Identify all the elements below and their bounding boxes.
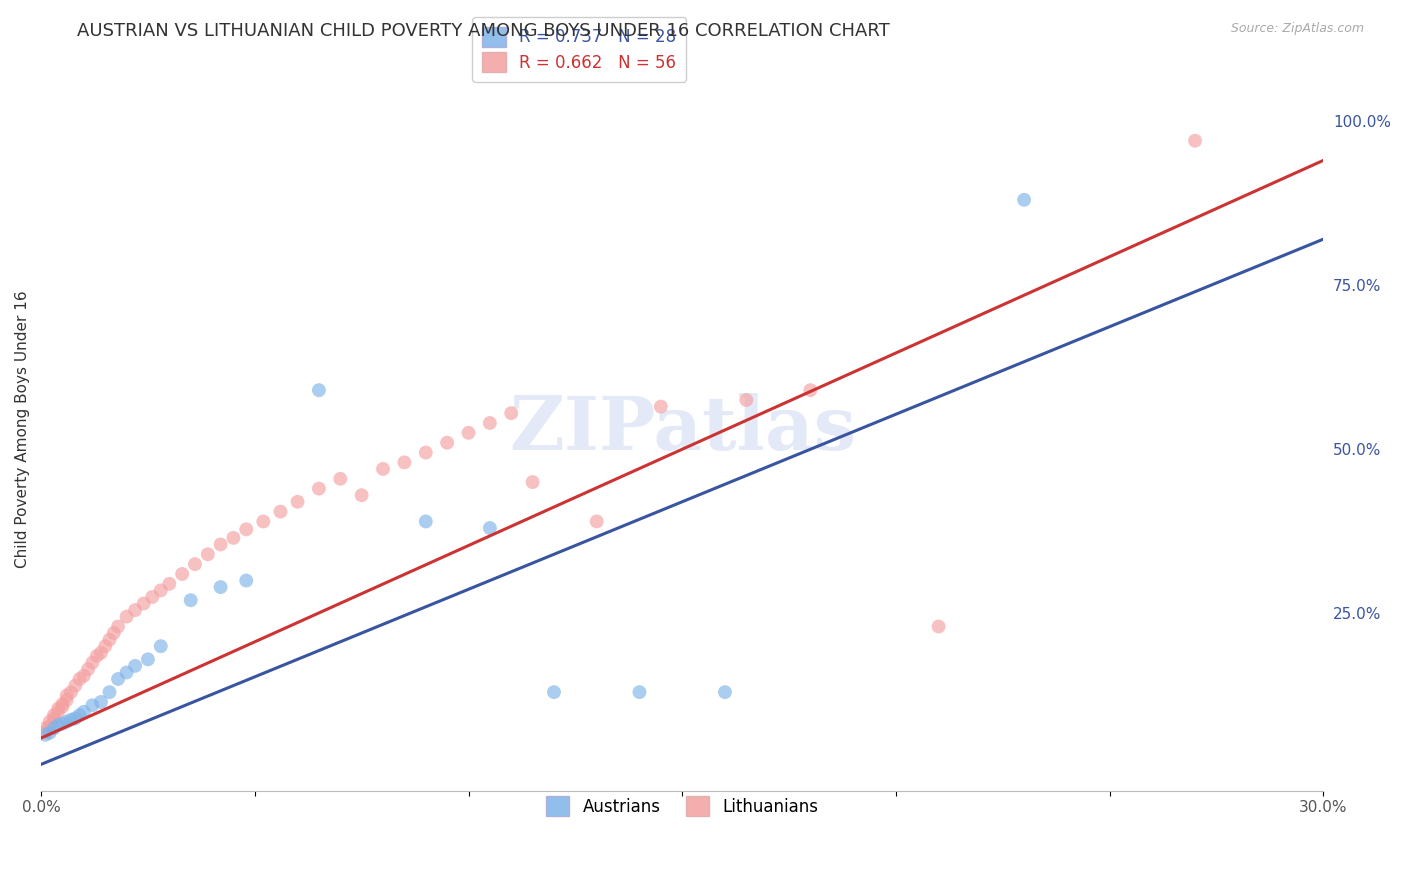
Point (269, 505, 291, 519)
Point (478, 416, 501, 430)
Point (371, 462, 394, 476)
Point (42, 708, 65, 723)
Text: Source: ZipAtlas.com: Source: ZipAtlas.com (1230, 22, 1364, 36)
Point (180, 593, 202, 607)
Point (209, 580, 232, 594)
Point (928, 619, 950, 633)
Point (394, 455, 416, 469)
Point (222, 531, 245, 545)
Point (42, 721, 65, 735)
Point (714, 685, 737, 699)
Point (46, 718, 69, 732)
Point (252, 515, 274, 529)
Point (90, 695, 112, 709)
Point (457, 425, 479, 440)
Text: ZIPatlas: ZIPatlas (509, 393, 856, 466)
Point (543, 685, 565, 699)
Point (98, 632, 121, 647)
Y-axis label: Child Poverty Among Boys Under 16: Child Poverty Among Boys Under 16 (15, 291, 30, 568)
Point (124, 659, 146, 673)
Point (38, 719, 60, 733)
Point (209, 537, 232, 551)
Point (51, 716, 73, 731)
Point (73, 705, 96, 719)
Point (329, 472, 352, 486)
Point (86, 648, 108, 663)
Point (115, 665, 138, 680)
Point (98, 685, 121, 699)
Text: AUSTRIAN VS LITHUANIAN CHILD POVERTY AMONG BOYS UNDER 16 CORRELATION CHART: AUSTRIAN VS LITHUANIAN CHILD POVERTY AMO… (77, 22, 890, 40)
Point (51, 699, 73, 714)
Point (69, 708, 91, 723)
Point (38, 726, 60, 740)
Point (60, 685, 83, 699)
Point (308, 482, 330, 496)
Point (1012, 193, 1035, 207)
Point (82, 698, 104, 713)
Point (69, 672, 91, 686)
Point (522, 475, 544, 489)
Point (1184, 134, 1206, 148)
Point (197, 547, 219, 561)
Point (115, 609, 138, 624)
Point (136, 652, 159, 666)
Point (149, 583, 172, 598)
Point (149, 639, 172, 653)
Point (34, 728, 56, 742)
Point (82, 656, 104, 670)
Point (650, 400, 672, 414)
Point (42, 711, 65, 725)
Point (478, 521, 501, 535)
Point (124, 603, 146, 617)
Point (735, 392, 758, 407)
Point (350, 488, 373, 502)
Point (60, 713, 83, 727)
Point (628, 685, 651, 699)
Point (55, 714, 77, 729)
Point (415, 445, 437, 459)
Point (34, 721, 56, 735)
Point (799, 383, 821, 397)
Point (51, 697, 73, 711)
Point (46, 701, 69, 715)
Point (65, 679, 87, 693)
Point (585, 515, 607, 529)
Point (90, 646, 112, 660)
Point (501, 406, 523, 420)
Point (141, 590, 163, 604)
Point (73, 669, 96, 683)
Point (184, 557, 207, 571)
Point (415, 515, 437, 529)
Point (107, 672, 129, 686)
Point (308, 383, 330, 397)
Point (55, 693, 77, 707)
Point (436, 435, 458, 450)
Point (103, 626, 125, 640)
Point (157, 577, 180, 591)
Point (46, 705, 69, 719)
Point (77, 662, 100, 676)
Point (38, 714, 60, 729)
Point (107, 619, 129, 633)
Point (55, 689, 77, 703)
Legend: Austrians, Lithuanians: Austrians, Lithuanians (536, 787, 828, 826)
Point (34, 724, 56, 739)
Point (235, 574, 257, 588)
Point (287, 495, 309, 509)
Point (65, 711, 87, 725)
Point (172, 566, 194, 581)
Point (94, 639, 117, 653)
Point (132, 597, 155, 611)
Point (235, 522, 257, 536)
